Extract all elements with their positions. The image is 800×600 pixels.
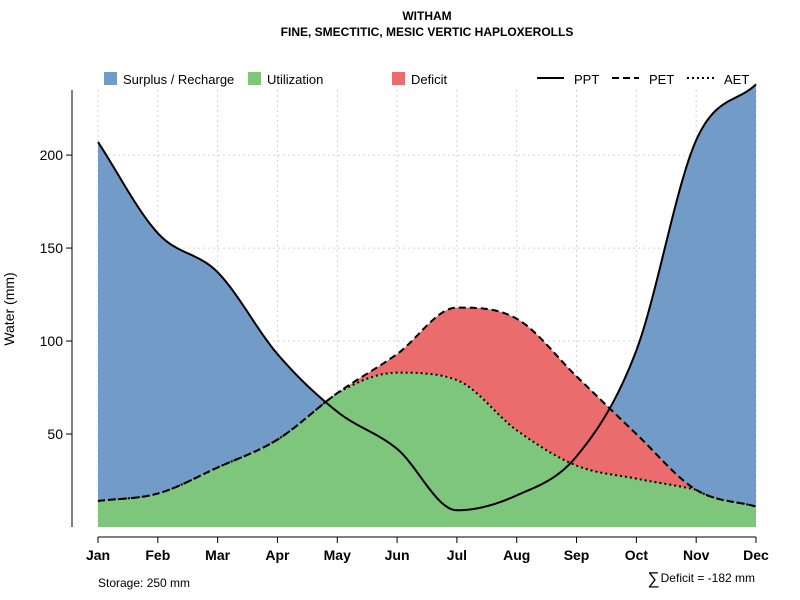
- surplus-area: [98, 84, 756, 528]
- x-tick-label: Dec: [743, 547, 769, 563]
- sum-symbol: ∑: [648, 569, 660, 588]
- deficit-value: Deficit = -182 mm: [661, 571, 755, 585]
- y-tick-label: 100: [40, 333, 64, 349]
- legend-label-surplus: Surplus / Recharge: [123, 72, 234, 87]
- x-tick-label: Aug: [503, 547, 530, 563]
- legend-label-pet: PET: [649, 72, 674, 87]
- legend-label-deficit: Deficit: [411, 72, 448, 87]
- x-tick-label: May: [324, 547, 351, 563]
- storage-note: Storage: 250 mm: [98, 576, 190, 590]
- y-tick-label: 200: [40, 147, 64, 163]
- x-tick-label: Jun: [385, 547, 410, 563]
- x-tick-label: Nov: [683, 547, 710, 563]
- ppt-line: [97, 83, 757, 512]
- x-tick-label: Jan: [86, 547, 110, 563]
- y-tick-label: 150: [40, 240, 64, 256]
- legend-swatch-surplus: [104, 72, 117, 85]
- legend: Surplus / Recharge Utilization Deficit P…: [104, 72, 749, 87]
- x-tick-label: Feb: [145, 547, 170, 563]
- x-tick-label: Apr: [265, 547, 290, 563]
- area-layer: [98, 84, 756, 528]
- y-axis-label: Water (mm): [1, 272, 17, 345]
- chart-subtitle: FINE, SMECTITIC, MESIC VERTIC HAPLOXEROL…: [281, 25, 574, 39]
- axes: 50 100 150 200 Jan Feb Mar Apr May Jun Jul Aug Sep Oc…: [40, 90, 769, 563]
- x-tick-label: Mar: [205, 547, 230, 563]
- utilization-area: [98, 372, 756, 527]
- legend-label-utilization: Utilization: [267, 72, 323, 87]
- legend-label-ppt: PPT: [574, 72, 599, 87]
- x-tick-label: Sep: [564, 547, 590, 563]
- y-tick-label: 50: [47, 426, 63, 442]
- deficit-area: [98, 307, 756, 507]
- legend-swatch-utilization: [248, 72, 261, 85]
- deficit-note: ∑Deficit = -182 mm: [648, 569, 755, 588]
- aet-line: [97, 371, 757, 508]
- pet-line: [97, 306, 757, 508]
- legend-swatch-deficit: [392, 72, 405, 85]
- x-tick-label: Oct: [625, 547, 649, 563]
- x-tick-label: Jul: [447, 547, 467, 563]
- line-layer: [97, 83, 757, 512]
- legend-label-aet: AET: [724, 72, 749, 87]
- chart-title: WITHAM: [402, 9, 451, 23]
